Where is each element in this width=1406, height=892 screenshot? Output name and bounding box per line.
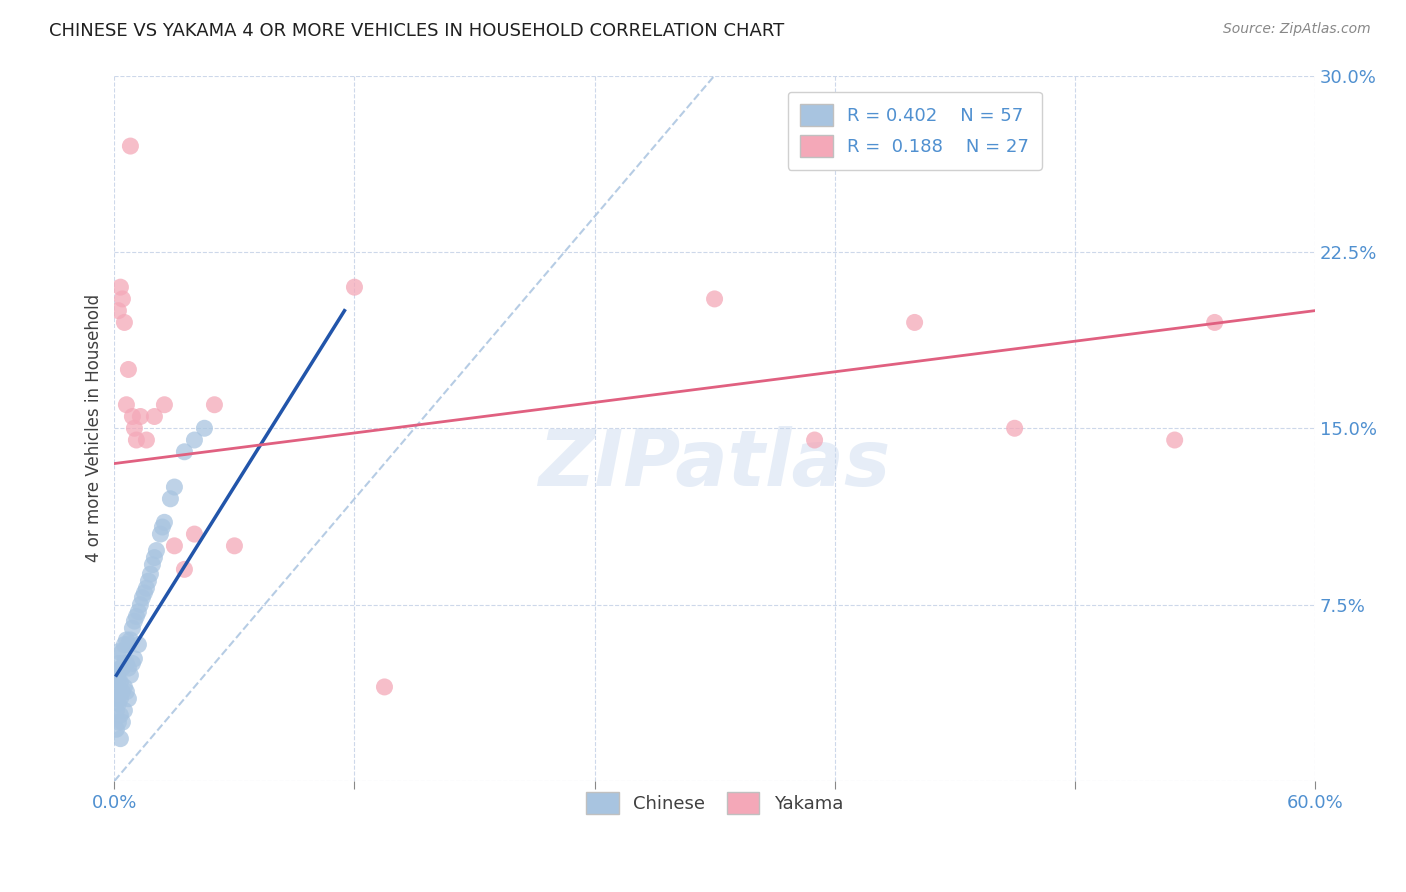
Point bbox=[129, 409, 152, 424]
Point bbox=[183, 527, 205, 541]
Point bbox=[107, 645, 129, 659]
Point bbox=[163, 480, 186, 494]
Point bbox=[105, 680, 128, 694]
Text: Source: ZipAtlas.com: Source: ZipAtlas.com bbox=[1223, 22, 1371, 37]
Point bbox=[121, 657, 143, 671]
Point bbox=[224, 539, 246, 553]
Legend: Chinese, Yakama: Chinese, Yakama bbox=[575, 781, 853, 825]
Point bbox=[111, 715, 134, 730]
Point bbox=[163, 539, 186, 553]
Point bbox=[153, 398, 176, 412]
Point bbox=[159, 491, 181, 506]
Point bbox=[107, 657, 129, 671]
Text: ZIPatlas: ZIPatlas bbox=[538, 425, 890, 501]
Point bbox=[107, 673, 129, 687]
Point bbox=[111, 292, 134, 306]
Point bbox=[107, 715, 129, 730]
Point bbox=[121, 621, 143, 635]
Point bbox=[127, 605, 149, 619]
Point bbox=[124, 421, 146, 435]
Point bbox=[110, 691, 132, 706]
Point bbox=[110, 708, 132, 723]
Point bbox=[112, 680, 135, 694]
Point bbox=[105, 668, 128, 682]
Point bbox=[120, 632, 142, 647]
Point bbox=[143, 409, 166, 424]
Point bbox=[105, 703, 128, 717]
Point bbox=[107, 684, 129, 698]
Point bbox=[129, 598, 152, 612]
Point bbox=[1204, 315, 1226, 329]
Point bbox=[111, 684, 134, 698]
Y-axis label: 4 or more Vehicles in Household: 4 or more Vehicles in Household bbox=[86, 294, 103, 562]
Point bbox=[153, 516, 176, 530]
Point bbox=[111, 645, 134, 659]
Point bbox=[152, 520, 174, 534]
Point bbox=[105, 723, 128, 737]
Point bbox=[1004, 421, 1026, 435]
Point bbox=[105, 691, 128, 706]
Point bbox=[110, 661, 132, 675]
Point bbox=[121, 409, 143, 424]
Point bbox=[173, 444, 195, 458]
Point bbox=[703, 292, 725, 306]
Point bbox=[127, 638, 149, 652]
Point bbox=[115, 684, 138, 698]
Point bbox=[110, 731, 132, 746]
Point bbox=[120, 139, 142, 153]
Point bbox=[204, 398, 226, 412]
Point bbox=[135, 581, 157, 595]
Point bbox=[193, 421, 215, 435]
Point bbox=[1163, 433, 1185, 447]
Point bbox=[173, 562, 195, 576]
Point bbox=[141, 558, 163, 572]
Point bbox=[143, 550, 166, 565]
Point bbox=[111, 661, 134, 675]
Point bbox=[343, 280, 366, 294]
Point bbox=[110, 280, 132, 294]
Point bbox=[803, 433, 825, 447]
Point bbox=[117, 691, 139, 706]
Point bbox=[131, 591, 153, 605]
Point bbox=[112, 703, 135, 717]
Point bbox=[149, 527, 172, 541]
Point bbox=[115, 632, 138, 647]
Point bbox=[115, 398, 138, 412]
Point bbox=[134, 586, 156, 600]
Point bbox=[115, 657, 138, 671]
Point bbox=[145, 543, 167, 558]
Point bbox=[117, 362, 139, 376]
Point bbox=[139, 567, 162, 582]
Point bbox=[135, 433, 157, 447]
Point bbox=[107, 664, 129, 678]
Point bbox=[110, 675, 132, 690]
Point bbox=[138, 574, 160, 588]
Point bbox=[117, 661, 139, 675]
Point bbox=[183, 433, 205, 447]
Point bbox=[124, 614, 146, 628]
Point bbox=[112, 315, 135, 329]
Point bbox=[373, 680, 395, 694]
Point bbox=[120, 668, 142, 682]
Point bbox=[125, 609, 148, 624]
Text: CHINESE VS YAKAMA 4 OR MORE VEHICLES IN HOUSEHOLD CORRELATION CHART: CHINESE VS YAKAMA 4 OR MORE VEHICLES IN … bbox=[49, 22, 785, 40]
Point bbox=[117, 638, 139, 652]
Point bbox=[107, 697, 129, 711]
Point bbox=[112, 638, 135, 652]
Point bbox=[124, 651, 146, 665]
Point bbox=[112, 657, 135, 671]
Point bbox=[904, 315, 927, 329]
Point bbox=[107, 303, 129, 318]
Point bbox=[125, 433, 148, 447]
